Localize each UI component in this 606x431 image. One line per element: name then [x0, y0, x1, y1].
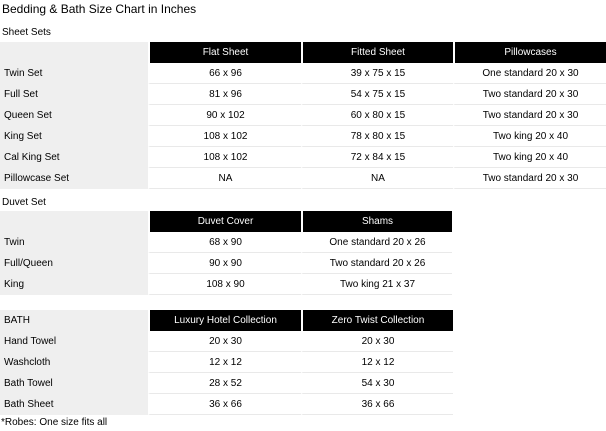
- page-title: Bedding & Bath Size Chart in Inches: [2, 2, 197, 16]
- table-row: Washcloth 12 x 12 12 x 12: [0, 352, 453, 373]
- corner-cell: [0, 211, 148, 232]
- row-label: Hand Towel: [0, 331, 148, 352]
- row-label: Bath Sheet: [0, 394, 148, 415]
- table-row: Twin 68 x 90 One standard 20 x 26: [0, 232, 452, 253]
- cell-value: Two king 20 x 40: [453, 126, 606, 147]
- column-header: Shams: [301, 211, 452, 232]
- table-row: Hand Towel 20 x 30 20 x 30: [0, 331, 453, 352]
- table-row: Bath Towel 28 x 52 54 x 30: [0, 373, 453, 394]
- row-label: Twin Set: [0, 63, 148, 84]
- section-label-sheet-sets: Sheet Sets: [2, 27, 51, 38]
- cell-value: 60 x 80 x 15: [301, 105, 453, 126]
- cell-value: Two king 21 x 37: [301, 274, 452, 295]
- robes-footnote: *Robes: One size fits all: [1, 417, 108, 428]
- cell-value: One standard 20 x 30: [453, 63, 606, 84]
- column-header: Zero Twist Collection: [301, 310, 453, 331]
- column-header: Duvet Cover: [148, 211, 301, 232]
- row-label: Queen Set: [0, 105, 148, 126]
- column-header: Pillowcases: [453, 42, 606, 63]
- table-row: King 108 x 90 Two king 21 x 37: [0, 274, 452, 295]
- cell-value: 90 x 90: [148, 253, 301, 274]
- corner-cell-bath: BATH: [0, 310, 148, 331]
- cell-value: 72 x 84 x 15: [301, 147, 453, 168]
- cell-value: 78 x 80 x 15: [301, 126, 453, 147]
- cell-value: 108 x 90: [148, 274, 301, 295]
- row-label: Pillowcase Set: [0, 168, 148, 189]
- row-label: Washcloth: [0, 352, 148, 373]
- cell-value: 54 x 75 x 15: [301, 84, 453, 105]
- row-label: Full/Queen: [0, 253, 148, 274]
- table-header-row: Duvet Cover Shams: [0, 211, 452, 232]
- cell-value: NA: [301, 168, 453, 189]
- table-row: Queen Set 90 x 102 60 x 80 x 15 Two stan…: [0, 105, 606, 126]
- duvet-set-table: Duvet Cover Shams Twin 68 x 90 One stand…: [0, 211, 452, 295]
- cell-value: Two standard 20 x 30: [453, 84, 606, 105]
- table-header-row: Flat Sheet Fitted Sheet Pillowcases: [0, 42, 606, 63]
- cell-value: 54 x 30: [301, 373, 453, 394]
- table-row: Full Set 81 x 96 54 x 75 x 15 Two standa…: [0, 84, 606, 105]
- cell-value: 90 x 102: [148, 105, 301, 126]
- row-label: Cal King Set: [0, 147, 148, 168]
- sheet-sets-table: Flat Sheet Fitted Sheet Pillowcases Twin…: [0, 42, 606, 189]
- table-row: Bath Sheet 36 x 66 36 x 66: [0, 394, 453, 415]
- column-header: Flat Sheet: [148, 42, 301, 63]
- cell-value: Two standard 20 x 30: [453, 168, 606, 189]
- table-row: King Set 108 x 102 78 x 80 x 15 Two king…: [0, 126, 606, 147]
- table-row: Pillowcase Set NA NA Two standard 20 x 3…: [0, 168, 606, 189]
- cell-value: Two standard 20 x 30: [453, 105, 606, 126]
- cell-value: 108 x 102: [148, 126, 301, 147]
- table-row: Full/Queen 90 x 90 Two standard 20 x 26: [0, 253, 452, 274]
- corner-cell: [0, 42, 148, 63]
- row-label: Bath Towel: [0, 373, 148, 394]
- cell-value: 81 x 96: [148, 84, 301, 105]
- cell-value: 20 x 30: [148, 331, 301, 352]
- bath-table: BATH Luxury Hotel Collection Zero Twist …: [0, 310, 453, 415]
- column-header: Fitted Sheet: [301, 42, 453, 63]
- cell-value: One standard 20 x 26: [301, 232, 452, 253]
- cell-value: 20 x 30: [301, 331, 453, 352]
- row-label: Twin: [0, 232, 148, 253]
- row-label: Full Set: [0, 84, 148, 105]
- cell-value: 36 x 66: [148, 394, 301, 415]
- column-header: Luxury Hotel Collection: [148, 310, 301, 331]
- cell-value: 12 x 12: [148, 352, 301, 373]
- cell-value: 66 x 96: [148, 63, 301, 84]
- cell-value: NA: [148, 168, 301, 189]
- row-label: King Set: [0, 126, 148, 147]
- section-label-duvet-set: Duvet Set: [2, 197, 46, 208]
- cell-value: 68 x 90: [148, 232, 301, 253]
- table-row: Twin Set 66 x 96 39 x 75 x 15 One standa…: [0, 63, 606, 84]
- cell-value: 108 x 102: [148, 147, 301, 168]
- cell-value: Two standard 20 x 26: [301, 253, 452, 274]
- cell-value: 28 x 52: [148, 373, 301, 394]
- cell-value: Two king 20 x 40: [453, 147, 606, 168]
- row-label: King: [0, 274, 148, 295]
- cell-value: 36 x 66: [301, 394, 453, 415]
- cell-value: 39 x 75 x 15: [301, 63, 453, 84]
- table-header-row: BATH Luxury Hotel Collection Zero Twist …: [0, 310, 453, 331]
- cell-value: 12 x 12: [301, 352, 453, 373]
- table-row: Cal King Set 108 x 102 72 x 84 x 15 Two …: [0, 147, 606, 168]
